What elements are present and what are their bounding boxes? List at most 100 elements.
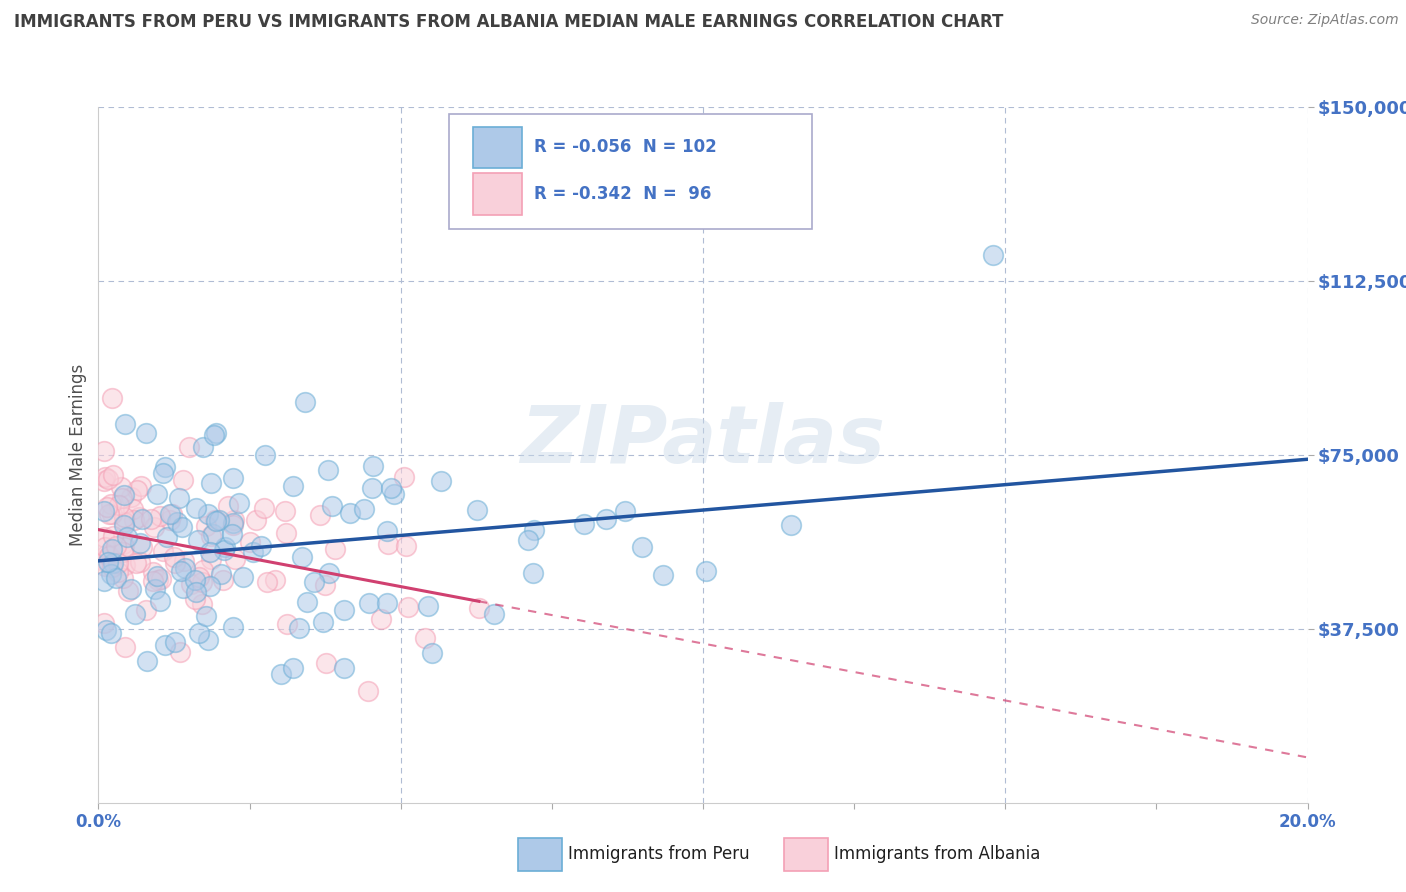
Point: [291, 549, 314, 564]
Point: [112, 510, 135, 524]
Point: [97, 555, 120, 569]
FancyBboxPatch shape: [517, 838, 561, 871]
Point: [232, 570, 254, 584]
Point: [93, 615, 115, 630]
Point: [357, 684, 380, 698]
Point: [184, 501, 207, 516]
Point: [200, 475, 222, 490]
Point: [370, 612, 392, 626]
Point: [160, 507, 183, 521]
Point: [93, 530, 115, 544]
FancyBboxPatch shape: [474, 173, 522, 215]
Point: [112, 488, 135, 502]
Point: [163, 557, 186, 571]
Point: [200, 529, 222, 543]
Point: [361, 459, 384, 474]
Point: [97, 472, 120, 486]
Point: [221, 516, 243, 530]
Point: [323, 541, 346, 556]
Point: [332, 661, 354, 675]
Point: [103, 468, 125, 483]
Point: [159, 513, 181, 527]
Point: [295, 595, 318, 609]
Point: [294, 395, 316, 409]
Point: [112, 540, 135, 554]
Point: [114, 417, 136, 431]
Point: [125, 556, 148, 570]
Point: [93, 551, 115, 566]
Point: [468, 601, 491, 615]
Point: [222, 620, 245, 634]
Point: [180, 577, 202, 591]
Point: [128, 555, 150, 569]
Point: [191, 574, 214, 589]
Point: [221, 527, 243, 541]
Point: [135, 603, 157, 617]
Text: Source: ZipAtlas.com: Source: ZipAtlas.com: [1251, 13, 1399, 28]
Point: [429, 474, 451, 488]
Point: [333, 603, 356, 617]
Point: [465, 502, 488, 516]
Point: [128, 510, 150, 524]
FancyBboxPatch shape: [474, 127, 522, 169]
Point: [418, 599, 440, 614]
Point: [101, 541, 124, 556]
Point: [152, 544, 174, 558]
Point: [377, 537, 399, 551]
Point: [96, 500, 118, 514]
Point: [276, 617, 298, 632]
Point: [146, 487, 169, 501]
Point: [315, 656, 337, 670]
Point: [174, 561, 197, 575]
Point: [380, 481, 402, 495]
Point: [94, 540, 117, 554]
Point: [357, 596, 380, 610]
Point: [94, 623, 117, 637]
Point: [204, 513, 226, 527]
Point: [159, 508, 181, 522]
Point: [572, 516, 595, 531]
Point: [93, 504, 115, 518]
Point: [97, 549, 120, 564]
Text: ZIPatlas: ZIPatlas: [520, 402, 886, 480]
Point: [283, 661, 305, 675]
Point: [253, 448, 276, 462]
Text: IMMIGRANTS FROM PERU VS IMMIGRANTS FROM ALBANIA MEDIAN MALE EARNINGS CORRELATION: IMMIGRANTS FROM PERU VS IMMIGRANTS FROM …: [14, 13, 1004, 31]
Point: [222, 471, 245, 485]
Point: [108, 498, 131, 512]
Point: [131, 512, 153, 526]
Point: [204, 514, 226, 528]
Point: [276, 526, 298, 541]
Point: [311, 615, 333, 629]
Point: [94, 548, 117, 562]
Point: [256, 575, 278, 590]
Point: [101, 391, 124, 405]
Point: [163, 549, 186, 564]
Point: [127, 483, 149, 497]
Point: [122, 501, 145, 516]
Point: [228, 496, 250, 510]
Point: [97, 507, 120, 521]
Point: [101, 529, 124, 543]
Point: [250, 540, 273, 554]
Point: [517, 533, 540, 548]
Point: [613, 504, 636, 518]
Point: [304, 575, 326, 590]
Point: [221, 517, 243, 532]
Point: [184, 573, 207, 587]
Point: [112, 517, 135, 532]
Point: [117, 530, 139, 544]
Point: [484, 607, 506, 621]
Point: [202, 428, 225, 442]
Point: [163, 635, 186, 649]
Point: [263, 573, 285, 587]
Point: [173, 553, 195, 567]
Point: [288, 621, 311, 635]
Point: [149, 509, 172, 524]
Point: [208, 513, 231, 527]
Point: [129, 536, 152, 550]
Point: [107, 557, 129, 571]
Point: [117, 584, 139, 599]
Point: [214, 541, 236, 555]
Point: [413, 631, 436, 645]
